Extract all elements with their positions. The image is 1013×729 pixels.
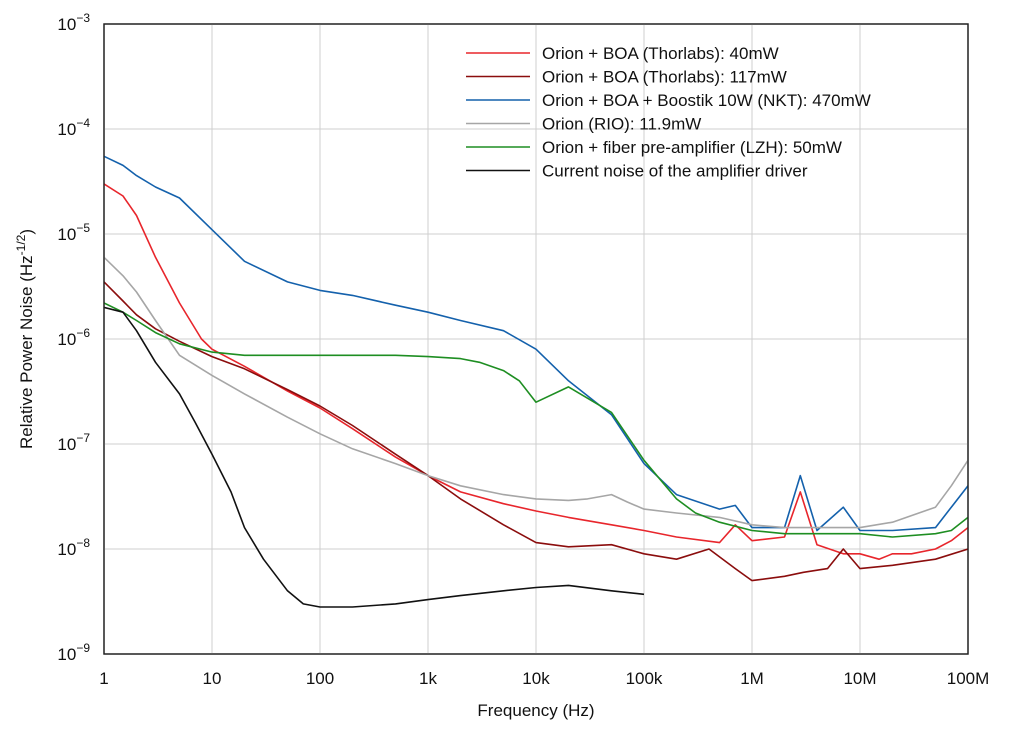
series-line-3 xyxy=(104,155,968,532)
series-line-4 xyxy=(104,256,968,529)
legend-item: Current noise of the amplifier driver xyxy=(466,162,808,181)
legend-label: Orion + BOA (Thorlabs): 117mW xyxy=(542,68,787,87)
y-tick-label: 10−6 xyxy=(57,326,90,349)
x-tick-label: 10k xyxy=(522,669,550,688)
y-tick-label: 10−4 xyxy=(57,116,90,139)
series-line-6 xyxy=(104,306,645,608)
legend-item: Orion + fiber pre-amplifier (LZH): 50mW xyxy=(466,138,842,157)
y-tick-label: 10−9 xyxy=(57,641,90,664)
series-line-5 xyxy=(104,302,968,538)
legend-label: Orion + BOA (Thorlabs): 40mW xyxy=(542,44,779,63)
legend-label: Orion + fiber pre-amplifier (LZH): 50mW xyxy=(542,138,842,157)
y-axis-tick-labels: 10−3 10−4 10−5 10−6 10−7 10−8 10−9 xyxy=(57,11,90,664)
series-layer xyxy=(104,155,968,608)
x-tick-label: 1k xyxy=(419,669,437,688)
y-axis-title-suffix: ) xyxy=(17,229,36,235)
legend-item: Orion + BOA + Boostik 10W (NKT): 470mW xyxy=(466,91,871,110)
legend-label: Current noise of the amplifier driver xyxy=(542,162,808,181)
y-tick-label: 10−3 xyxy=(57,11,90,34)
plot-border xyxy=(103,23,969,655)
plot-area xyxy=(103,23,969,655)
legend-item: Orion + BOA (Thorlabs): 40mW xyxy=(466,44,779,63)
y-tick-label: 10−7 xyxy=(57,431,90,454)
x-tick-label: 10 xyxy=(203,669,222,688)
y-axis-title: Relative Power Noise (Hz-1/2) xyxy=(14,229,36,449)
y-tick-label: 10−8 xyxy=(57,536,90,559)
series-line-1 xyxy=(104,183,968,560)
series-line-2 xyxy=(104,281,968,582)
x-tick-label: 1 xyxy=(99,669,108,688)
legend-label: Orion (RIO): 11.9mW xyxy=(542,115,701,134)
x-tick-label: 100 xyxy=(306,669,334,688)
grid xyxy=(104,24,968,654)
legend-label: Orion + BOA + Boostik 10W (NKT): 470mW xyxy=(542,91,871,110)
x-tick-label: 10M xyxy=(843,669,876,688)
x-tick-label: 100M xyxy=(947,669,990,688)
legend-item: Orion + BOA (Thorlabs): 117mW xyxy=(466,68,787,87)
x-tick-label: 100k xyxy=(626,669,663,688)
legend: Orion + BOA (Thorlabs): 40mW Orion + BOA … xyxy=(466,44,871,181)
y-tick-label: 10−5 xyxy=(57,221,90,244)
x-axis-title: Frequency (Hz) xyxy=(477,701,594,720)
x-tick-label: 1M xyxy=(740,669,764,688)
y-axis-title-superscript: -1/2 xyxy=(14,234,28,255)
x-axis-tick-labels: 1 10 100 1k 10k 100k 1M 10M 100M xyxy=(99,669,989,688)
y-axis-title-main: Relative Power Noise (Hz xyxy=(17,255,36,449)
legend-item: Orion (RIO): 11.9mW xyxy=(466,115,701,134)
